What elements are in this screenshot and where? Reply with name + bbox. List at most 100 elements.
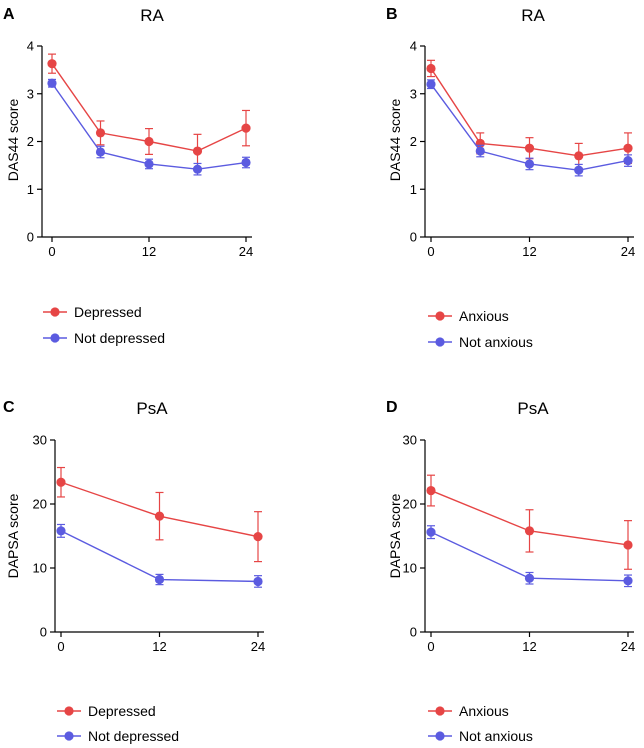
x-tick-label: 24 xyxy=(251,639,265,654)
series-not-depressed xyxy=(56,523,263,588)
data-point xyxy=(623,576,633,586)
legend-swatch-marker xyxy=(64,706,74,716)
data-point xyxy=(154,574,165,585)
x-tick-label: 0 xyxy=(48,244,55,259)
data-point xyxy=(426,485,436,496)
x-tick-label: 0 xyxy=(427,244,434,259)
data-point xyxy=(154,511,165,521)
data-point xyxy=(95,147,106,157)
panel-letter: C xyxy=(3,399,15,416)
series-line xyxy=(51,82,247,170)
x-tick-label: 12 xyxy=(152,639,166,654)
data-point xyxy=(241,157,251,168)
data-point xyxy=(253,576,263,587)
y-tick-label: 0 xyxy=(410,230,417,245)
series-anxious xyxy=(426,59,633,169)
data-point xyxy=(253,532,263,542)
y-tick-label: 20 xyxy=(403,497,417,512)
chart-panel-d: D PsA 0 10 20 30 0 12 24 DAPSA score Anxious Not an… xyxy=(386,399,635,744)
data-point xyxy=(475,146,485,156)
series-not-anxious xyxy=(426,525,633,588)
data-point xyxy=(574,165,584,175)
y-tick-label: 1 xyxy=(410,182,417,197)
data-point xyxy=(524,159,535,169)
x-tick-label: 24 xyxy=(239,244,253,259)
data-point xyxy=(426,527,436,537)
chart-panel-c: C PsA 0 10 20 30 0 12 24 DAPSA score Depressed Not … xyxy=(3,399,265,744)
data-point xyxy=(144,136,154,147)
y-tick-label: 2 xyxy=(27,134,34,149)
y-tick-label: 30 xyxy=(403,433,417,448)
data-point xyxy=(192,146,203,156)
legend-label: Not depressed xyxy=(74,330,165,346)
y-tick-label: 0 xyxy=(27,230,34,245)
legend-label: Depressed xyxy=(88,703,156,719)
legend-label: Not anxious xyxy=(459,334,533,350)
data-point xyxy=(95,128,106,138)
chart-title: RA xyxy=(140,6,164,25)
x-tick-label: 12 xyxy=(522,244,536,259)
x-tick-label: 12 xyxy=(522,639,536,654)
legend-swatch-marker xyxy=(50,307,60,317)
data-point xyxy=(623,143,633,153)
legend-swatch-marker xyxy=(435,706,445,716)
y-tick-label: 10 xyxy=(33,561,47,576)
y-tick-label: 1 xyxy=(27,182,34,197)
legend-swatch-marker xyxy=(435,731,445,741)
y-axis-label: DAPSA score xyxy=(387,493,403,578)
chart-title: PsA xyxy=(517,399,549,418)
data-point xyxy=(574,151,584,161)
x-tick-label: 0 xyxy=(57,639,64,654)
data-point xyxy=(426,79,436,89)
data-point xyxy=(524,526,535,536)
y-axis-label: DAS44 score xyxy=(387,99,403,182)
y-axis-label: DAPSA score xyxy=(5,493,21,578)
y-tick-label: 3 xyxy=(27,86,34,101)
series-anxious xyxy=(426,474,633,570)
y-tick-label: 20 xyxy=(33,497,47,512)
legend-swatch-marker xyxy=(64,731,74,741)
x-tick-label: 24 xyxy=(621,639,635,654)
y-tick-label: 4 xyxy=(27,39,34,54)
y-tick-label: 3 xyxy=(410,86,417,101)
panel-letter: A xyxy=(3,6,15,23)
data-point xyxy=(623,540,633,550)
y-tick-label: 0 xyxy=(410,625,417,640)
data-point xyxy=(524,573,535,583)
y-tick-label: 10 xyxy=(403,561,417,576)
panel-letter: B xyxy=(386,6,398,23)
y-axis-label: DAS44 score xyxy=(5,99,21,182)
data-point xyxy=(623,156,633,166)
data-point xyxy=(426,63,436,74)
legend-label: Not anxious xyxy=(459,728,533,744)
legend-label: Anxious xyxy=(459,703,509,719)
x-tick-label: 12 xyxy=(142,244,156,259)
x-tick-label: 24 xyxy=(621,244,635,259)
legend-swatch-marker xyxy=(435,311,445,321)
legend-swatch-marker xyxy=(435,337,445,347)
series-depressed xyxy=(56,466,263,563)
data-point xyxy=(241,123,251,133)
series-not-depressed xyxy=(47,78,251,176)
data-point xyxy=(47,78,57,88)
data-point xyxy=(192,164,203,174)
legend-label: Anxious xyxy=(459,308,509,324)
panel-letter: D xyxy=(386,399,398,416)
legend-label: Depressed xyxy=(74,304,142,320)
chart-title: PsA xyxy=(136,399,168,418)
chart-title: RA xyxy=(521,6,545,25)
series-not-anxious xyxy=(426,79,633,177)
data-point xyxy=(56,477,66,487)
legend-label: Not depressed xyxy=(88,728,179,744)
y-tick-label: 0 xyxy=(40,625,47,640)
data-point xyxy=(47,59,57,69)
data-point xyxy=(524,143,535,153)
data-point xyxy=(56,526,66,536)
y-tick-label: 4 xyxy=(410,39,417,54)
series-depressed xyxy=(47,53,251,169)
y-tick-label: 30 xyxy=(33,433,47,448)
data-point xyxy=(144,159,154,169)
